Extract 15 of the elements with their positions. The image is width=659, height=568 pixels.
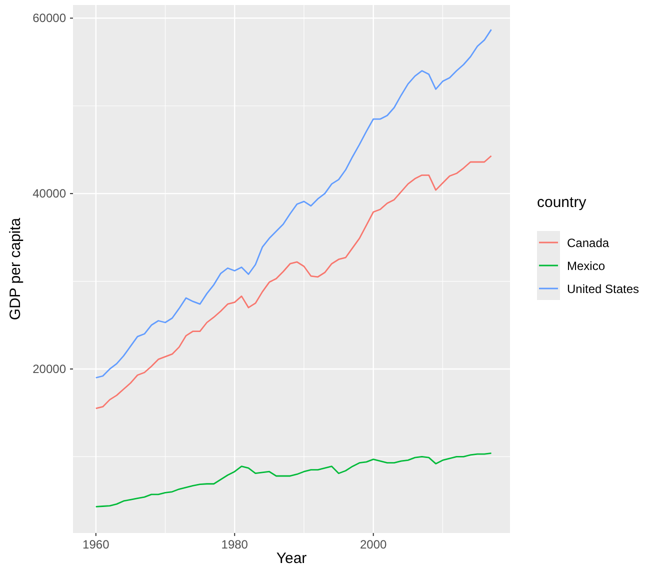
y-tick-label: 60000 — [32, 10, 66, 25]
legend-label: Mexico — [567, 259, 606, 273]
line-series — [95, 28, 492, 378]
legend-label: Canada — [567, 236, 610, 250]
x-tick-label: 2000 — [360, 538, 388, 552]
x-axis-title: Year — [276, 550, 307, 567]
y-tick-label: 20000 — [32, 362, 66, 376]
x-tick-label: 1960 — [82, 538, 110, 552]
y-axis-title: GDP per capita — [7, 217, 24, 320]
legend-label: United States — [567, 282, 640, 296]
y-tick-label: 40000 — [32, 186, 66, 200]
x-tick-label: 1980 — [221, 538, 248, 552]
line-series — [95, 155, 492, 410]
legend-title: country — [537, 194, 587, 211]
line-series — [95, 452, 492, 508]
